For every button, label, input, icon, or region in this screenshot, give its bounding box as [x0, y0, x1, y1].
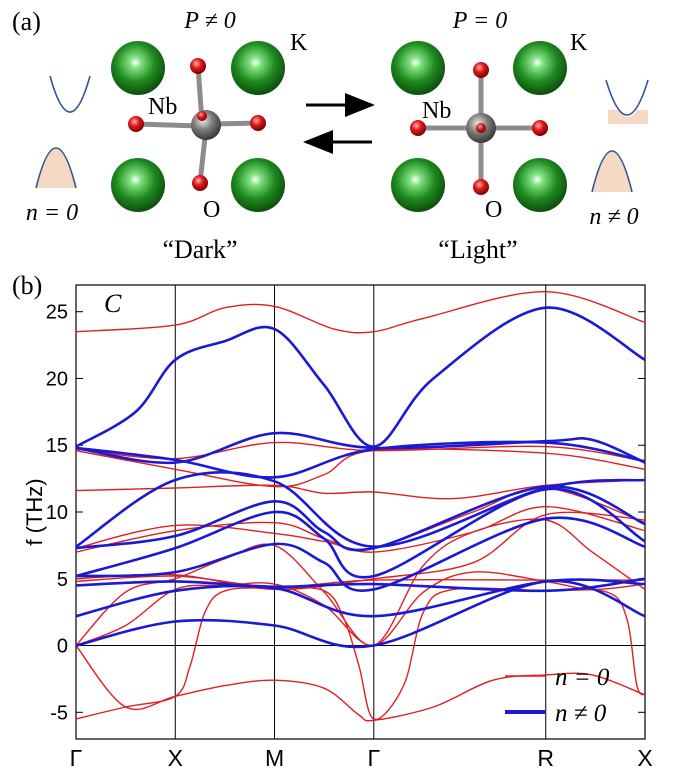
panel-a-label: (a): [12, 7, 41, 36]
y-tick-label: 0: [57, 636, 68, 658]
light-caption: “Light”: [438, 235, 517, 264]
k-atom: [391, 158, 445, 212]
right-carrier-label: n ≠ 0: [589, 204, 638, 230]
phonon-band: [76, 586, 645, 720]
left-carrier-label: n = 0: [26, 200, 78, 226]
phonon-band: [76, 440, 645, 479]
valence-band: [35, 147, 77, 189]
legend-label-n1: n ≠ 0: [555, 700, 607, 727]
legend: n = 0 n ≠ 0: [505, 664, 610, 727]
panel-b-label: (b): [12, 271, 42, 300]
k-atom: [513, 158, 567, 212]
y-tick-label: 20: [46, 368, 68, 390]
phonon-band: [76, 431, 645, 465]
right-band-sketch: n ≠ 0: [589, 76, 654, 230]
phonon-band: [76, 448, 645, 488]
y-tick-label: -5: [50, 702, 68, 724]
nb-label: Nb: [148, 94, 177, 120]
o-label: O: [203, 197, 220, 223]
x-tick-label: Γ: [70, 745, 83, 771]
light-state-diagram: P = 0 K Nb O “Light”: [391, 8, 588, 264]
k-atom: [111, 158, 165, 212]
o-atom: [250, 115, 266, 131]
y-tick-label: 10: [46, 502, 68, 524]
conduction-band: [49, 75, 91, 113]
phonon-band: [76, 485, 645, 552]
left-band-sketch: n = 0: [26, 75, 91, 226]
o-atom: [473, 62, 489, 78]
band-series-1: [76, 306, 645, 649]
k-atom: [391, 41, 445, 95]
nb-label: Nb: [422, 98, 451, 124]
o-atom: [192, 175, 208, 191]
band-series-0: [76, 290, 645, 722]
k-atom: [231, 158, 285, 212]
k-label: K: [570, 30, 588, 56]
phonon-band: [76, 511, 645, 591]
k-atom: [111, 41, 165, 95]
y-tick-label: 15: [46, 435, 68, 457]
x-tick-label: X: [637, 745, 652, 771]
o-atom: [197, 111, 207, 121]
dark-caption: “Dark”: [162, 235, 237, 264]
dark-state-diagram: P ≠ 0 K Nb O “Dark”: [111, 8, 308, 264]
phonon-band: [76, 471, 645, 549]
o-atom: [410, 120, 426, 136]
phonon-band: [76, 578, 645, 618]
x-tick-label: M: [265, 745, 284, 771]
k-atom: [231, 41, 285, 95]
phase-label: C: [104, 289, 122, 318]
o-atom: [532, 120, 548, 136]
valence-band: [591, 150, 633, 193]
light-polarization-label: P = 0: [452, 8, 507, 34]
y-tick-label: 25: [46, 302, 68, 324]
phonon-band: [76, 516, 645, 592]
x-tick-label: Γ: [367, 745, 380, 771]
y-axis-label: f (THz): [22, 478, 47, 545]
transition-arrows: [303, 93, 375, 154]
y-axis-ticks: -5 0 5 10 15 20 25: [46, 302, 645, 724]
conduction-band-fill: [608, 84, 648, 124]
conduction-band: [605, 79, 649, 116]
o-atom: [128, 116, 144, 132]
k-label: K: [290, 30, 308, 56]
legend-label-n0: n = 0: [555, 664, 610, 691]
dark-polarization-label: P ≠ 0: [183, 8, 235, 34]
x-tick-label: R: [537, 745, 554, 771]
phonon-plot: -5 0 5 10 15 20 25 Γ X M Γ R X f (THz) C n = 0 n ≠ …: [22, 284, 653, 771]
o-label: O: [485, 197, 502, 223]
o-atom: [473, 179, 489, 195]
o-atom: [190, 58, 206, 74]
x-tick-label: X: [168, 745, 183, 771]
y-tick-label: 5: [57, 569, 68, 591]
phonon-band: [76, 306, 645, 448]
k-atom: [513, 41, 567, 95]
phonon-band: [76, 290, 645, 334]
phonon-band: [76, 518, 645, 647]
phonon-bands: [76, 290, 645, 722]
o-atom: [476, 123, 486, 133]
